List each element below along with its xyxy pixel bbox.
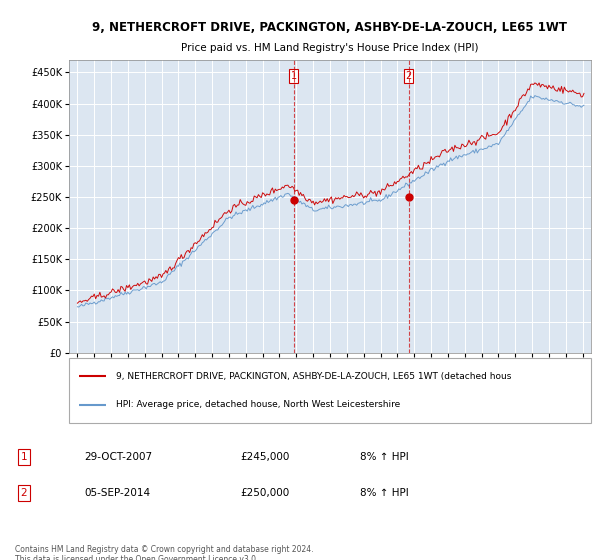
FancyBboxPatch shape: [69, 358, 591, 423]
Text: 8% ↑ HPI: 8% ↑ HPI: [360, 452, 409, 462]
Text: 9, NETHERCROFT DRIVE, PACKINGTON, ASHBY-DE-LA-ZOUCH, LE65 1WT (detached hous: 9, NETHERCROFT DRIVE, PACKINGTON, ASHBY-…: [116, 372, 511, 381]
Text: Price paid vs. HM Land Registry's House Price Index (HPI): Price paid vs. HM Land Registry's House …: [181, 43, 479, 53]
Text: £250,000: £250,000: [240, 488, 289, 498]
Text: HPI: Average price, detached house, North West Leicestershire: HPI: Average price, detached house, Nort…: [116, 400, 400, 409]
Text: 9, NETHERCROFT DRIVE, PACKINGTON, ASHBY-DE-LA-ZOUCH, LE65 1WT: 9, NETHERCROFT DRIVE, PACKINGTON, ASHBY-…: [92, 21, 568, 34]
Text: 1: 1: [290, 71, 296, 81]
Text: 2: 2: [406, 71, 412, 81]
Text: £245,000: £245,000: [240, 452, 289, 462]
Text: Contains HM Land Registry data © Crown copyright and database right 2024.
This d: Contains HM Land Registry data © Crown c…: [15, 544, 314, 560]
Text: 05-SEP-2014: 05-SEP-2014: [84, 488, 150, 498]
Text: 2: 2: [20, 488, 28, 498]
Text: 29-OCT-2007: 29-OCT-2007: [84, 452, 152, 462]
Text: 1: 1: [20, 452, 28, 462]
Text: 8% ↑ HPI: 8% ↑ HPI: [360, 488, 409, 498]
